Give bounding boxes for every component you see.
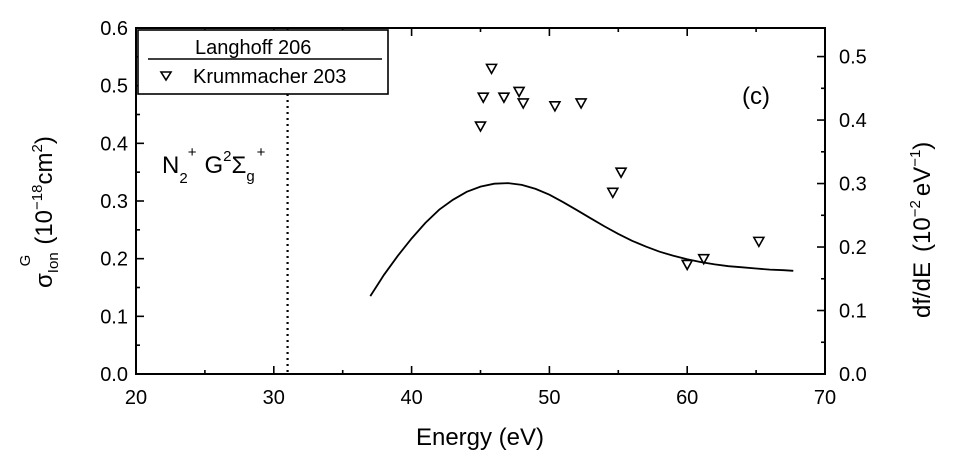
series-layer bbox=[369, 63, 794, 297]
legend-label-langhoff: Langhoff 206 bbox=[195, 37, 311, 59]
y-left-tick-label-0: 0.0 bbox=[100, 364, 128, 386]
y-right-tick-label-1: 0.1 bbox=[839, 301, 867, 323]
y-left-tick-label-5: 0.5 bbox=[100, 76, 128, 98]
x-axis-label: Energy (eV) bbox=[416, 424, 544, 451]
legend: Langhoff 206 Krummacher 203 bbox=[137, 29, 389, 95]
y-left-tick-label-3: 0.3 bbox=[100, 191, 128, 213]
y-axis-label-right: df/dE(10−2eV−1) bbox=[907, 142, 936, 318]
series-langhoff-line bbox=[369, 182, 794, 297]
y-right-tick-label-2: 0.2 bbox=[839, 237, 867, 259]
x-tick-label-3: 50 bbox=[538, 387, 560, 409]
x-tick-label-1: 30 bbox=[263, 387, 285, 409]
x-tick-label-5: 70 bbox=[814, 387, 836, 409]
krummacher-point-12 bbox=[752, 236, 766, 249]
y-right-tick-label-0: 0.0 bbox=[839, 364, 867, 386]
krummacher-point-1 bbox=[476, 92, 490, 104]
krummacher-point-11 bbox=[697, 253, 711, 266]
x-tick-label-0: 20 bbox=[125, 387, 147, 409]
legend-marker-triangle bbox=[159, 71, 173, 82]
x-tick-label-4: 60 bbox=[676, 387, 698, 409]
y-right-tick-label-5: 0.5 bbox=[839, 47, 867, 69]
panel-label: (c) bbox=[742, 83, 770, 110]
krummacher-point-5 bbox=[516, 98, 530, 110]
krummacher-point-3 bbox=[497, 92, 511, 104]
legend-box bbox=[137, 29, 389, 95]
y-left-tick-label-2: 0.2 bbox=[100, 249, 128, 271]
krummacher-point-10 bbox=[680, 259, 694, 272]
y-right-tick-label-4: 0.4 bbox=[839, 110, 867, 132]
plot-frame bbox=[135, 27, 826, 375]
y-left-tick-label-1: 0.1 bbox=[100, 306, 128, 328]
krummacher-point-6 bbox=[548, 101, 562, 113]
krummacher-point-0 bbox=[474, 121, 487, 133]
krummacher-point-7 bbox=[574, 98, 588, 110]
state-annotation: N2+ G2Σg+ bbox=[162, 144, 266, 187]
krummacher-point-4 bbox=[512, 86, 526, 99]
x-tick-label-2: 40 bbox=[400, 387, 422, 409]
legend-label-krummacher: Krummacher 203 bbox=[193, 66, 346, 88]
y-axis-label-left: σIonG(10−18cm2) bbox=[17, 136, 62, 288]
krummacher-point-9 bbox=[614, 167, 628, 179]
krummacher-point-2 bbox=[485, 63, 498, 76]
y-left-tick-label-4: 0.4 bbox=[100, 133, 128, 155]
krummacher-point-8 bbox=[606, 187, 620, 199]
ticks-layer: 20 30 40 50 60 700.00.10.20.30.40.50.60.00.10… bbox=[100, 18, 867, 409]
y-right-tick-label-3: 0.3 bbox=[839, 174, 867, 196]
y-left-tick-label-6: 0.6 bbox=[100, 18, 128, 40]
